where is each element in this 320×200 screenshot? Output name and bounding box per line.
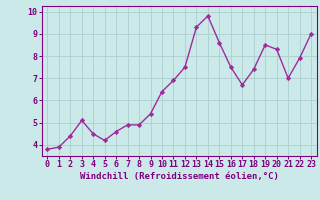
X-axis label: Windchill (Refroidissement éolien,°C): Windchill (Refroidissement éolien,°C) xyxy=(80,172,279,181)
